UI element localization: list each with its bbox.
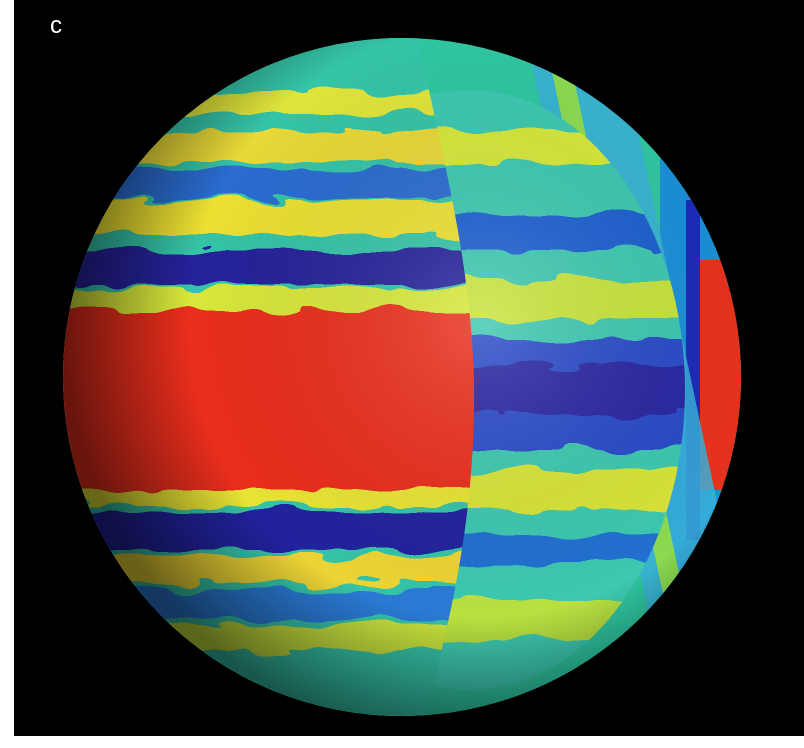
sphere-render [14,0,804,736]
figure-panel: c [14,0,804,736]
panel-label: c [50,12,62,40]
sphere [40,30,760,736]
